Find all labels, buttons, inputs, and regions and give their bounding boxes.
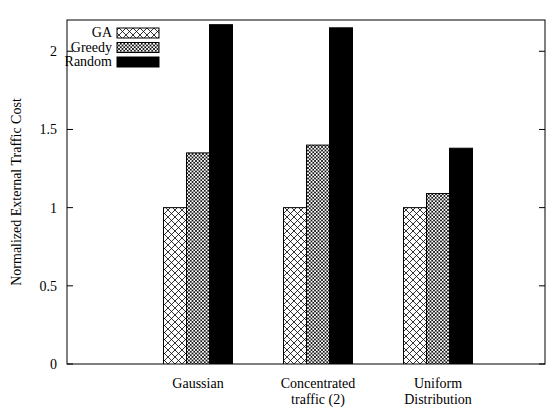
legend-swatch (117, 57, 159, 67)
bar (307, 145, 330, 364)
legend-label: GA (92, 25, 113, 40)
legend-swatch (117, 28, 159, 38)
y-tick (67, 129, 73, 130)
bar (330, 28, 353, 364)
y-axis-label: Normalized External Traffic Cost (9, 98, 24, 286)
bar (164, 208, 187, 364)
bar (450, 148, 473, 364)
chart: 0 0.5 1 1.5 2 Normalized External Traffic Cos… (0, 0, 558, 409)
bar (284, 208, 307, 364)
bars (164, 25, 473, 364)
bar (427, 194, 450, 364)
y-tick-label: 1 (50, 201, 57, 216)
y-tick (67, 285, 73, 286)
y-tick (539, 207, 545, 208)
legend: GAGreedyRandom (65, 25, 159, 69)
legend-label: Random (65, 54, 113, 69)
y-tick (539, 129, 545, 130)
bar (187, 153, 210, 364)
y-tick (67, 364, 73, 365)
y-tick-label: 1.5 (40, 122, 58, 137)
x-tick-label: Gaussian (172, 376, 223, 391)
y-tick (67, 207, 73, 208)
plot-frame (67, 20, 545, 364)
legend-swatch (117, 43, 159, 53)
y-tick-label: 0 (50, 357, 57, 372)
x-tick-label: UniformDistribution (404, 376, 472, 407)
y-tick (539, 51, 545, 52)
x-tick-label: Concentratedtraffic (2) (281, 376, 356, 408)
bar (404, 208, 427, 364)
legend-label: Greedy (71, 40, 112, 55)
y-tick (539, 285, 545, 286)
y-tick-label: 0.5 (40, 279, 58, 294)
y-tick-label: 2 (50, 44, 57, 59)
y-tick (539, 364, 545, 365)
bar (210, 25, 233, 364)
